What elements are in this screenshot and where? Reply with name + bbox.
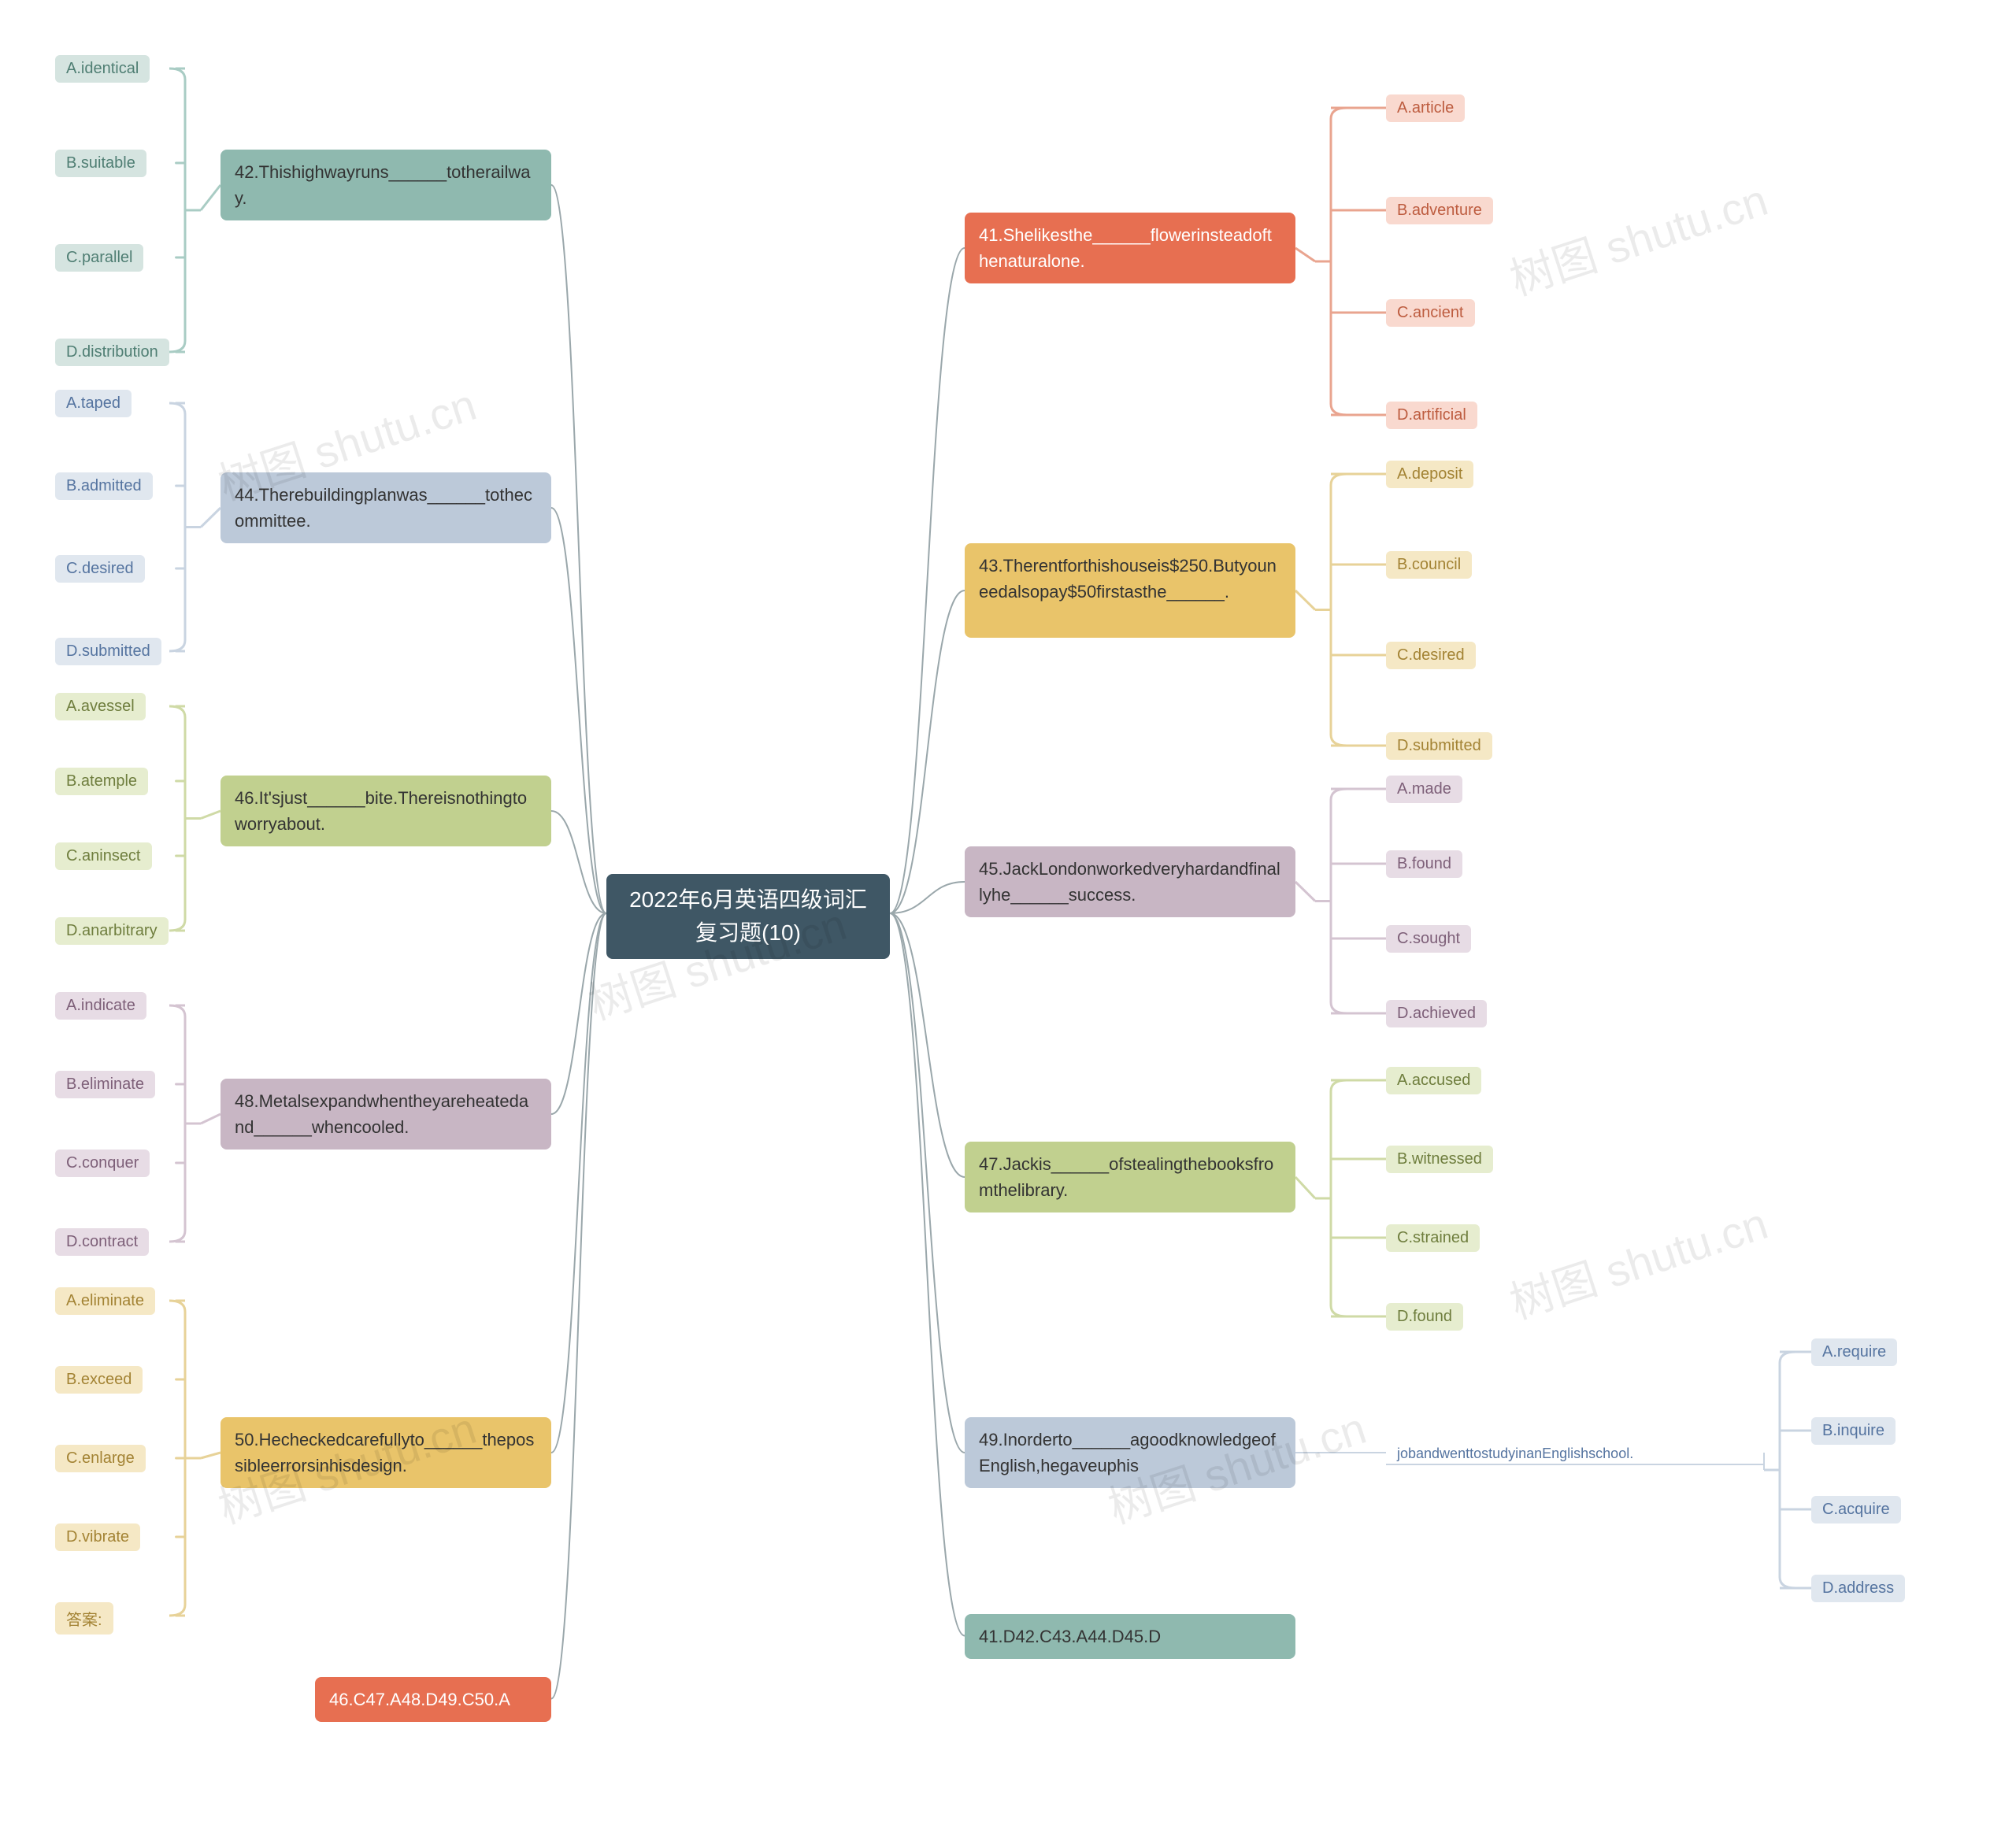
q45-leaf-2: C.sought: [1386, 925, 1471, 953]
q42-leaf-3: D.distribution: [55, 339, 169, 366]
q42-leaf-2: C.parallel: [55, 244, 143, 272]
q43-leaf-0: A.deposit: [1386, 461, 1473, 488]
q48-leaf-3: D.contract: [55, 1228, 149, 1256]
q42-leaf-1: B.suitable: [55, 150, 146, 177]
q43-leaf-1: B.council: [1386, 551, 1472, 579]
q49-node: 49.Inorderto______agoodknowledgeofEnglis…: [965, 1417, 1295, 1488]
q48-leaf-0: A.indicate: [55, 992, 146, 1020]
q46-leaf-0: A.avessel: [55, 693, 146, 720]
q44-leaf-2: C.desired: [55, 555, 145, 583]
q49-subleaf-0: A.require: [1811, 1338, 1897, 1366]
q50-leaf-3: D.vibrate: [55, 1523, 140, 1551]
q47-leaf-3: D.found: [1386, 1303, 1463, 1331]
q46-leaf-3: D.anarbitrary: [55, 917, 169, 945]
center-title: 2022年6月英语四级词汇复习题(10): [606, 874, 890, 959]
q45-leaf-3: D.achieved: [1386, 1000, 1487, 1027]
q45-leaf-1: B.found: [1386, 850, 1462, 878]
q41-leaf-1: B.adventure: [1386, 197, 1493, 224]
q43-leaf-3: D.submitted: [1386, 732, 1492, 760]
q47-leaf-2: C.strained: [1386, 1224, 1480, 1252]
q43-leaf-2: C.desired: [1386, 642, 1476, 669]
q46-leaf-2: C.aninsect: [55, 842, 152, 870]
q47-leaf-0: A.accused: [1386, 1067, 1481, 1094]
q50-leaf-0: A.eliminate: [55, 1287, 155, 1315]
q44-leaf-3: D.submitted: [55, 638, 161, 665]
q44-leaf-1: B.admitted: [55, 472, 153, 500]
q46-node: 46.It'sjust______bite.Thereisnothingtowo…: [220, 776, 551, 846]
q49-subleaf-1: B.inquire: [1811, 1417, 1896, 1445]
q42-leaf-0: A.identical: [55, 55, 150, 83]
q49-subtext: jobandwenttostudyinanEnglishschool.: [1386, 1441, 1644, 1467]
q50-leaf-2: C.enlarge: [55, 1445, 146, 1472]
q49-subleaf-3: D.address: [1811, 1575, 1905, 1602]
q45-node: 45.JackLondonworkedveryhardandfinallyhe_…: [965, 846, 1295, 917]
q50-node: 50.Hecheckedcarefullyto______thepossible…: [220, 1417, 551, 1488]
ans1-node: 41.D42.C43.A44.D45.D: [965, 1614, 1295, 1659]
q47-node: 47.Jackis______ofstealingthebooksfromthe…: [965, 1142, 1295, 1212]
watermark: 树图 shutu.cn: [1501, 165, 1775, 309]
q41-leaf-0: A.article: [1386, 94, 1465, 122]
ans2-node: 46.C47.A48.D49.C50.A: [315, 1677, 551, 1722]
q41-node: 41.Shelikesthe______flowerinsteadofthena…: [965, 213, 1295, 283]
watermark: 树图 shutu.cn: [1501, 1189, 1775, 1332]
q41-leaf-3: D.artificial: [1386, 402, 1477, 429]
q47-leaf-1: B.witnessed: [1386, 1146, 1493, 1173]
q42-node: 42.Thishighwayruns______totherailway.: [220, 150, 551, 220]
q49-subleaf-2: C.acquire: [1811, 1496, 1901, 1523]
q48-node: 48.Metalsexpandwhentheyareheatedand_____…: [220, 1079, 551, 1150]
q43-node: 43.Therentforthishouseis$250.Butyouneeda…: [965, 543, 1295, 638]
q50-leaf-1: B.exceed: [55, 1366, 143, 1394]
q44-leaf-0: A.taped: [55, 390, 132, 417]
q41-leaf-2: C.ancient: [1386, 299, 1475, 327]
q48-leaf-2: C.conquer: [55, 1150, 150, 1177]
q50-leaf-4: 答案:: [55, 1602, 113, 1635]
q48-leaf-1: B.eliminate: [55, 1071, 155, 1098]
q44-node: 44.Therebuildingplanwas______tothecommit…: [220, 472, 551, 543]
q45-leaf-0: A.made: [1386, 776, 1462, 803]
q46-leaf-1: B.atemple: [55, 768, 148, 795]
